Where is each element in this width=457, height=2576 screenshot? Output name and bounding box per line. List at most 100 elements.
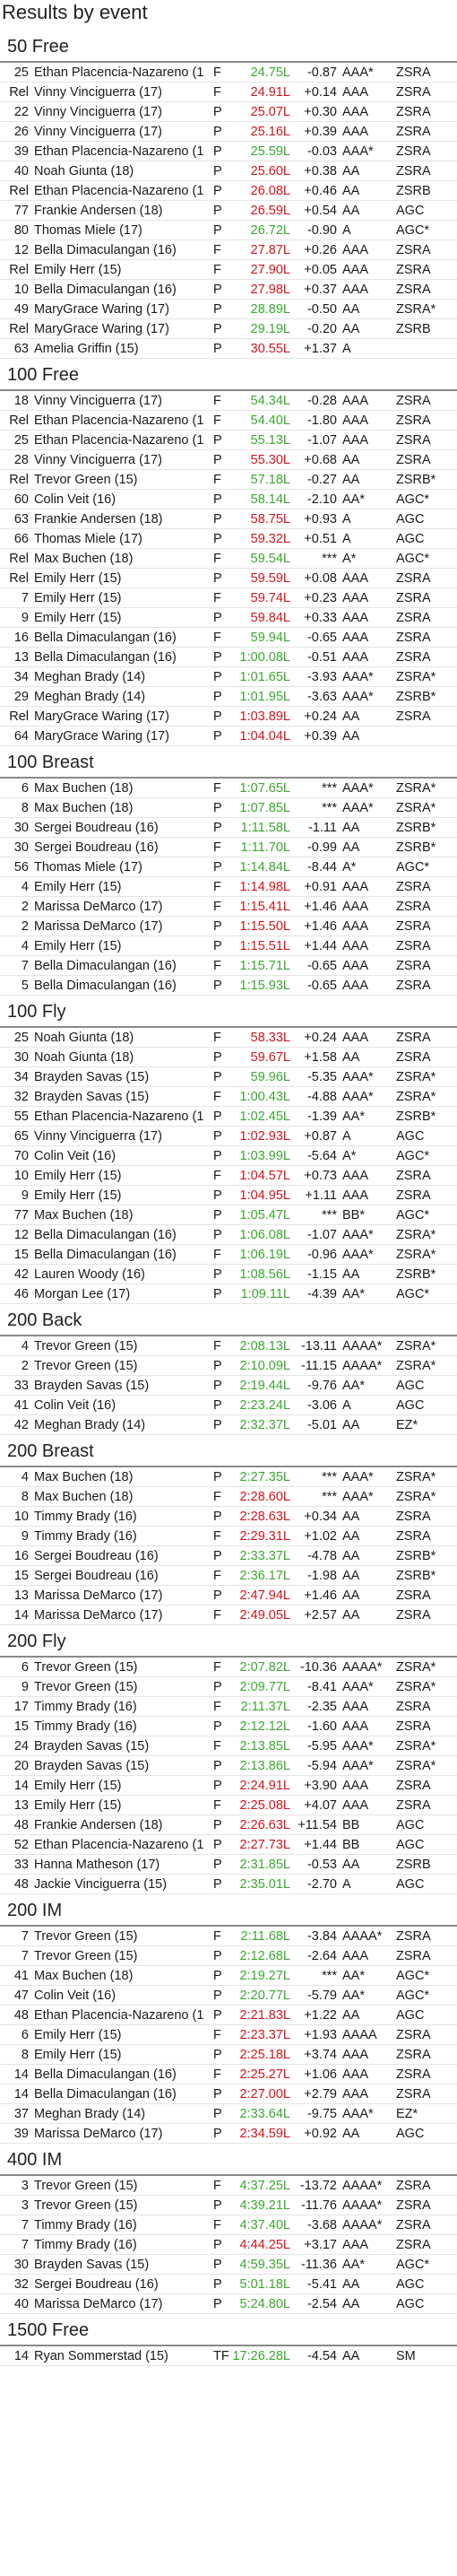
result-row[interactable]: 14 Marissa DeMarco (17) F 2:49.05L +2.57… xyxy=(0,1606,457,1625)
result-row[interactable]: 25 Ethan Placencia-Nazareno (1 F 24.75L … xyxy=(0,63,457,83)
result-row[interactable]: 48 Ethan Placencia-Nazareno (1 P 2:21.83… xyxy=(0,2006,457,2025)
result-row[interactable]: 9 Emily Herr (15) P 1:04.95L +1.11 AAA Z… xyxy=(0,1186,457,1205)
result-row[interactable]: Rel Ethan Placencia-Nazareno (1 F 54.40L… xyxy=(0,411,457,431)
result-row[interactable]: 39 Ethan Placencia-Nazareno (1 P 25.59L … xyxy=(0,142,457,161)
result-row[interactable]: 15 Timmy Brady (16) P 2:12.12L -1.60 AAA… xyxy=(0,1717,457,1736)
result-row[interactable]: 7 Trevor Green (15) P 2:12.68L -2.64 AAA… xyxy=(0,1946,457,1966)
result-row[interactable]: 24 Brayden Savas (15) F 2:13.85L -5.95 A… xyxy=(0,1736,457,1756)
result-row[interactable]: 22 Vinny Vinciguerra (17) P 25.07L +0.30… xyxy=(0,102,457,122)
result-row[interactable]: 10 Emily Herr (15) F 1:04.57L +0.73 AAA … xyxy=(0,1166,457,1186)
result-row[interactable]: 5 Bella Dimaculangan (16) P 1:15.93L -0.… xyxy=(0,976,457,996)
result-row[interactable]: 66 Thomas Miele (17) P 59.32L +0.51 A AG… xyxy=(0,529,457,549)
result-row[interactable]: 17 Timmy Brady (16) F 2:11.37L -2.35 AAA… xyxy=(0,1697,457,1717)
result-row[interactable]: 63 Amelia Griffin (15) P 30.55L +1.37 A xyxy=(0,339,457,359)
result-row[interactable]: 9 Timmy Brady (16) F 2:29.31L +1.02 AA Z… xyxy=(0,1527,457,1546)
result-row[interactable]: 3 Trevor Green (15) F 4:37.25L -13.72 AA… xyxy=(0,2176,457,2196)
result-row[interactable]: 7 Timmy Brady (16) F 4:37.40L -3.68 AAAA… xyxy=(0,2215,457,2235)
result-row[interactable]: 46 Morgan Lee (17) P 1:09.11L -4.39 AA* … xyxy=(0,1284,457,1304)
result-row[interactable]: 56 Thomas Miele (17) P 1:14.84L -8.44 A*… xyxy=(0,857,457,877)
result-row[interactable]: 77 Frankie Andersen (18) P 26.59L +0.54 … xyxy=(0,201,457,221)
result-row[interactable]: 14 Bella Dimaculangan (16) P 2:27.00L +2… xyxy=(0,2084,457,2104)
result-row[interactable]: 32 Sergei Boudreau (16) P 5:01.18L -5.41… xyxy=(0,2275,457,2294)
result-row[interactable]: 8 Emily Herr (15) P 2:25.18L +3.74 AAA Z… xyxy=(0,2045,457,2065)
result-row[interactable]: 14 Ryan Sommerstad (15) TF 17:26.28L -4.… xyxy=(0,2346,457,2366)
result-row[interactable]: 52 Ethan Placencia-Nazareno (1 P 2:27.73… xyxy=(0,1835,457,1855)
result-row[interactable]: 4 Trevor Green (15) F 2:08.13L -13.11 AA… xyxy=(0,1336,457,1356)
result-row[interactable]: 4 Max Buchen (18) P 2:27.35L *** AAA* ZS… xyxy=(0,1467,457,1487)
result-row[interactable]: 14 Emily Herr (15) P 2:24.91L +3.90 AAA … xyxy=(0,1776,457,1796)
result-row[interactable]: 18 Vinny Vinciguerra (17) F 54.34L -0.28… xyxy=(0,391,457,411)
result-row[interactable]: 30 Noah Giunta (18) P 59.67L +1.58 AA ZS… xyxy=(0,1048,457,1067)
result-row[interactable]: 28 Vinny Vinciguerra (17) P 55.30L +0.68… xyxy=(0,450,457,470)
result-row[interactable]: 15 Sergei Boudreau (16) F 2:36.17L -1.98… xyxy=(0,1566,457,1586)
result-row[interactable]: 7 Timmy Brady (16) P 4:44.25L +3.17 AAA … xyxy=(0,2235,457,2255)
result-row[interactable]: 60 Colin Veit (16) P 58.14L -2.10 AA* AG… xyxy=(0,490,457,509)
result-row[interactable]: 40 Marissa DeMarco (17) P 5:24.80L -2.54… xyxy=(0,2294,457,2314)
result-row[interactable]: 48 Frankie Andersen (18) P 2:26.63L +11.… xyxy=(0,1815,457,1835)
result-row[interactable]: 2 Marissa DeMarco (17) F 1:15.41L +1.46 … xyxy=(0,897,457,917)
result-row[interactable]: Rel Trevor Green (15) F 57.18L -0.27 AA … xyxy=(0,470,457,490)
result-row[interactable]: 12 Bella Dimaculangan (16) P 1:06.08L -1… xyxy=(0,1225,457,1245)
result-row[interactable]: 30 Brayden Savas (15) P 4:59.35L -11.36 … xyxy=(0,2255,457,2275)
result-row[interactable]: 13 Bella Dimaculangan (16) P 1:00.08L -0… xyxy=(0,648,457,667)
result-row[interactable]: 77 Max Buchen (18) P 1:05.47L *** BB* AG… xyxy=(0,1205,457,1225)
result-row[interactable]: 34 Meghan Brady (14) P 1:01.65L -3.93 AA… xyxy=(0,667,457,687)
result-row[interactable]: 25 Noah Giunta (18) F 58.33L +0.24 AAA Z… xyxy=(0,1028,457,1048)
result-row[interactable]: Rel Emily Herr (15) P 59.59L +0.08 AAA Z… xyxy=(0,569,457,588)
result-row[interactable]: 4 Emily Herr (15) F 1:14.98L +0.91 AAA Z… xyxy=(0,877,457,897)
result-row[interactable]: 33 Hanna Matheson (17) P 2:31.85L -0.53 … xyxy=(0,1855,457,1875)
result-row[interactable]: 33 Brayden Savas (15) P 2:19.44L -9.76 A… xyxy=(0,1376,457,1396)
result-row[interactable]: 26 Vinny Vinciguerra (17) P 25.16L +0.39… xyxy=(0,122,457,142)
result-row[interactable]: 7 Emily Herr (15) F 59.74L +0.23 AAA ZSR… xyxy=(0,588,457,608)
result-row[interactable]: 48 Jackie Vinciguerra (15) P 2:35.01L -2… xyxy=(0,1875,457,1894)
result-row[interactable]: 39 Marissa DeMarco (17) P 2:34.59L +0.92… xyxy=(0,2124,457,2144)
result-row[interactable]: 14 Bella Dimaculangan (16) F 2:25.27L +1… xyxy=(0,2065,457,2084)
result-row[interactable]: 55 Ethan Placencia-Nazareno (1 P 1:02.45… xyxy=(0,1107,457,1127)
result-row[interactable]: 41 Max Buchen (18) P 2:19.27L *** AA* AG… xyxy=(0,1966,457,1986)
result-row[interactable]: 8 Max Buchen (18) F 2:28.60L *** AAA* ZS… xyxy=(0,1487,457,1507)
result-row[interactable]: 8 Max Buchen (18) P 1:07.85L *** AAA* ZS… xyxy=(0,798,457,818)
result-row[interactable]: 4 Emily Herr (15) P 1:15.51L +1.44 AAA Z… xyxy=(0,936,457,956)
result-row[interactable]: Rel Ethan Placencia-Nazareno (1 P 26.08L… xyxy=(0,181,457,201)
result-row[interactable]: 6 Trevor Green (15) F 2:07.82L -10.36 AA… xyxy=(0,1658,457,1677)
result-row[interactable]: 6 Emily Herr (15) F 2:23.37L +1.93 AAAA … xyxy=(0,2025,457,2045)
result-row[interactable]: 30 Sergei Boudreau (16) P 1:11.58L -1.11… xyxy=(0,818,457,838)
result-row[interactable]: 2 Trevor Green (15) P 2:10.09L -11.15 AA… xyxy=(0,1356,457,1376)
result-row[interactable]: 40 Noah Giunta (18) P 25.60L +0.38 AA ZS… xyxy=(0,161,457,181)
result-row[interactable]: 34 Brayden Savas (15) P 59.96L -5.35 AAA… xyxy=(0,1067,457,1087)
result-row[interactable]: 29 Meghan Brady (14) P 1:01.95L -3.63 AA… xyxy=(0,687,457,707)
result-row[interactable]: Rel MaryGrace Waring (17) P 29.19L -0.20… xyxy=(0,319,457,339)
result-row[interactable]: 25 Ethan Placencia-Nazareno (1 P 55.13L … xyxy=(0,431,457,450)
result-row[interactable]: 47 Colin Veit (16) P 2:20.77L -5.79 AA* … xyxy=(0,1986,457,2006)
result-row[interactable]: 7 Bella Dimaculangan (16) F 1:15.71L -0.… xyxy=(0,956,457,976)
result-row[interactable]: 70 Colin Veit (16) P 1:03.99L -5.64 A* A… xyxy=(0,1146,457,1166)
result-row[interactable]: 64 MaryGrace Waring (17) P 1:04.04L +0.3… xyxy=(0,727,457,746)
result-row[interactable]: 37 Meghan Brady (14) P 2:33.64L -9.75 AA… xyxy=(0,2104,457,2124)
result-row[interactable]: 32 Brayden Savas (15) F 1:00.43L -4.88 A… xyxy=(0,1087,457,1107)
result-row[interactable]: 10 Bella Dimaculangan (16) P 27.98L +0.3… xyxy=(0,280,457,300)
result-row[interactable]: Rel Emily Herr (15) F 27.90L +0.05 AAA Z… xyxy=(0,260,457,280)
result-row[interactable]: 12 Bella Dimaculangan (16) F 27.87L +0.2… xyxy=(0,240,457,260)
result-row[interactable]: 2 Marissa DeMarco (17) P 1:15.50L +1.46 … xyxy=(0,917,457,936)
result-row[interactable]: Rel MaryGrace Waring (17) P 1:03.89L +0.… xyxy=(0,707,457,727)
result-row[interactable]: 13 Marissa DeMarco (17) P 2:47.94L +1.46… xyxy=(0,1586,457,1606)
result-row[interactable]: 16 Bella Dimaculangan (16) F 59.94L -0.6… xyxy=(0,628,457,648)
result-row[interactable]: 9 Emily Herr (15) P 59.84L +0.33 AAA ZSR… xyxy=(0,608,457,628)
result-row[interactable]: 10 Timmy Brady (16) P 2:28.63L +0.34 AA … xyxy=(0,1507,457,1527)
result-row[interactable]: 41 Colin Veit (16) P 2:23.24L -3.06 A AG… xyxy=(0,1396,457,1415)
result-row[interactable]: 49 MaryGrace Waring (17) P 28.89L -0.50 … xyxy=(0,300,457,319)
result-row[interactable]: 6 Max Buchen (18) F 1:07.65L *** AAA* ZS… xyxy=(0,779,457,798)
result-row[interactable]: 7 Trevor Green (15) F 2:11.68L -3.84 AAA… xyxy=(0,1927,457,1946)
result-row[interactable]: 13 Emily Herr (15) F 2:25.08L +4.07 AAA … xyxy=(0,1796,457,1815)
result-row[interactable]: Rel Vinny Vinciguerra (17) F 24.91L +0.1… xyxy=(0,83,457,102)
result-row[interactable]: Rel Max Buchen (18) F 59.54L *** A* AGC* xyxy=(0,549,457,569)
result-row[interactable]: 80 Thomas Miele (17) P 26.72L -0.90 A AG… xyxy=(0,221,457,240)
result-row[interactable]: 15 Bella Dimaculangan (16) F 1:06.19L -0… xyxy=(0,1245,457,1265)
result-row[interactable]: 3 Trevor Green (15) P 4:39.21L -11.76 AA… xyxy=(0,2196,457,2215)
result-row[interactable]: 42 Lauren Woody (16) P 1:08.56L -1.15 AA… xyxy=(0,1265,457,1284)
result-row[interactable]: 63 Frankie Andersen (18) P 58.75L +0.93 … xyxy=(0,509,457,529)
result-row[interactable]: 16 Sergei Boudreau (16) P 2:33.37L -4.78… xyxy=(0,1546,457,1566)
result-row[interactable]: 9 Trevor Green (15) P 2:09.77L -8.41 AAA… xyxy=(0,1677,457,1697)
result-row[interactable]: 30 Sergei Boudreau (16) F 1:11.70L -0.99… xyxy=(0,838,457,857)
result-row[interactable]: 42 Meghan Brady (14) P 2:32.37L -5.01 AA… xyxy=(0,1415,457,1435)
